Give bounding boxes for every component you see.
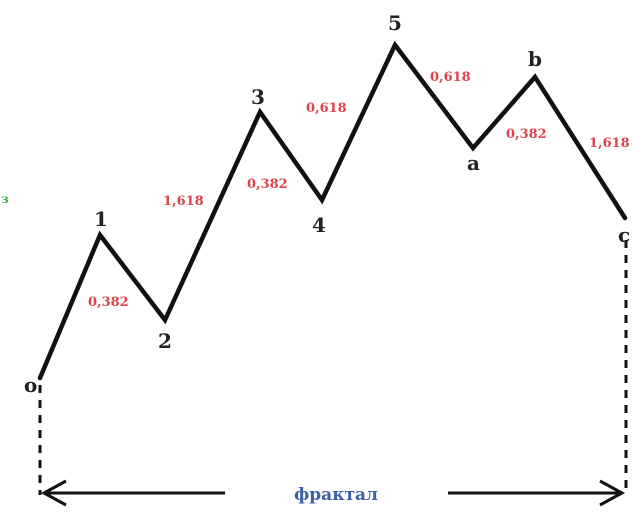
point-label-c: c xyxy=(618,223,630,247)
point-label-3: 3 xyxy=(251,85,265,109)
point-label-b: b xyxy=(528,47,542,71)
ratio-label-wave-a: 0,618 xyxy=(430,70,471,85)
point-label-5: 5 xyxy=(388,11,402,35)
ratio-label-wave-c: 1,618 xyxy=(589,136,630,151)
ratio-label-wave-b: 0,382 xyxy=(506,127,547,142)
ratio-label-wave-5: 0,618 xyxy=(306,101,347,116)
fractal-arrow-right-head xyxy=(599,479,626,507)
edge-fragment-text: з xyxy=(1,192,9,206)
point-label-a: a xyxy=(467,151,480,175)
point-label-4: 4 xyxy=(312,213,326,237)
fractal-arrow-left-head xyxy=(40,479,67,507)
ratio-label-wave-3: 1,618 xyxy=(163,194,204,209)
wave-line xyxy=(37,40,628,381)
point-label-1: 1 xyxy=(94,207,108,231)
ratio-label-wave-4: 0,382 xyxy=(247,177,288,192)
fractal-label: фрактал xyxy=(294,485,378,505)
ratio-label-wave-2: 0,382 xyxy=(88,295,129,310)
point-label-o: o xyxy=(24,373,37,397)
point-label-2: 2 xyxy=(158,329,172,353)
